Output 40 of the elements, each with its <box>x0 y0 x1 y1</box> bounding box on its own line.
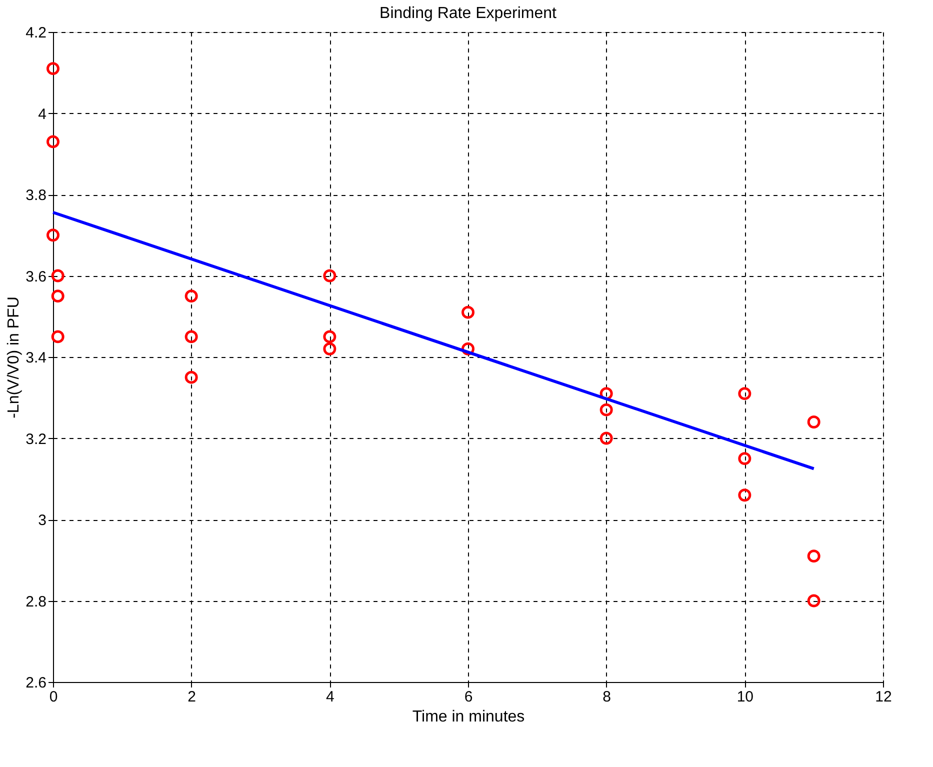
y-tick-label: 2.8 <box>26 593 46 610</box>
point <box>46 135 60 148</box>
point <box>184 370 198 384</box>
y-axis-title: -Ln(V/V0) in PFU <box>6 296 23 418</box>
x-tick-label: 0 <box>49 688 58 706</box>
point <box>51 290 64 303</box>
point <box>323 330 336 344</box>
point <box>738 387 752 400</box>
x-tick-label: 12 <box>875 688 892 706</box>
point <box>462 306 474 319</box>
point <box>600 403 613 416</box>
point <box>51 269 64 282</box>
point <box>738 452 752 466</box>
y-tick-label: 3.6 <box>26 268 46 286</box>
point <box>807 550 820 563</box>
x-tick-label: 6 <box>464 688 473 706</box>
point <box>807 416 820 428</box>
x-tick-label: 4 <box>326 688 334 706</box>
x-axis-title: Time in minutes <box>412 708 525 726</box>
y-tick-label: 4 <box>38 106 46 123</box>
point <box>51 330 64 344</box>
chart-title: Binding Rate Experiment <box>380 5 558 22</box>
y-tick-label: 2.6 <box>26 674 46 692</box>
x-tick-label: 10 <box>736 688 754 706</box>
point <box>807 594 820 608</box>
point <box>600 432 613 445</box>
y-tick-label: 3 <box>38 512 46 529</box>
point <box>323 269 336 282</box>
point <box>184 290 198 303</box>
point <box>184 330 198 344</box>
y-tick-label: 3.4 <box>26 350 46 366</box>
y-tick-label: 3.8 <box>26 187 46 204</box>
point <box>46 228 60 242</box>
point <box>323 342 336 356</box>
y-tick-label: 4.2 <box>26 24 46 42</box>
point <box>46 62 60 76</box>
point <box>738 488 752 502</box>
x-tick-label: 8 <box>602 688 612 706</box>
y-tick-label: 3.2 <box>26 430 46 448</box>
x-tick-label: 2 <box>188 688 196 706</box>
